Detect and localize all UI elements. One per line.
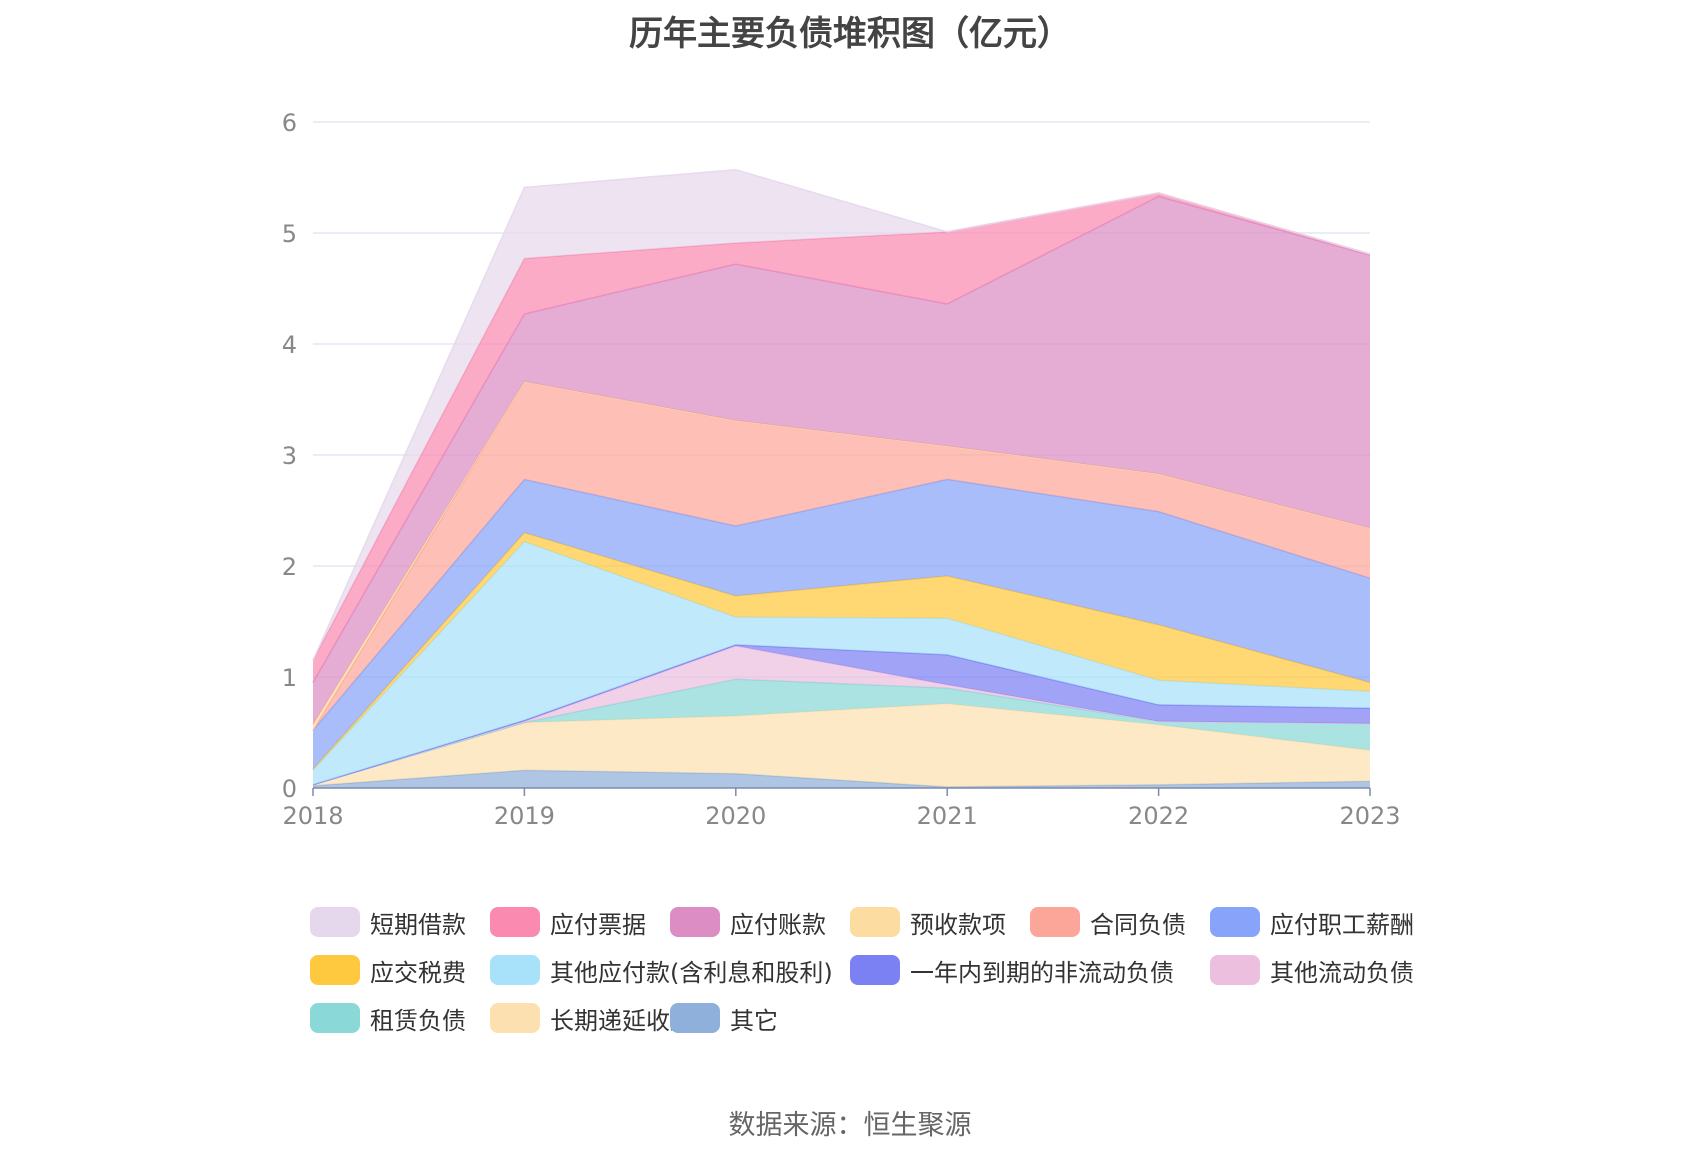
area-series <box>313 644 1370 785</box>
y-tick-label: 3 <box>282 442 297 470</box>
area-series <box>313 770 1370 788</box>
legend-item[interactable]: 应付票据 <box>490 905 646 939</box>
x-tick-label: 2023 <box>1339 802 1400 830</box>
legend-label: 预收款项 <box>910 910 1006 939</box>
area-series <box>313 381 1370 731</box>
axis-layer: 0 1 2 3 4 5 6 2018 2019 2020 2021 2022 2023 <box>282 109 1401 830</box>
area-series <box>313 541 1370 785</box>
legend-swatch <box>310 955 360 985</box>
legend-swatch <box>490 907 540 937</box>
legend-swatch <box>490 955 540 985</box>
legend-label: 租赁负债 <box>370 1006 466 1035</box>
legend-label: 应交税费 <box>370 958 466 987</box>
legend-item[interactable]: 预收款项 <box>850 905 1006 939</box>
y-tick-label: 5 <box>282 220 297 248</box>
chart-title: 历年主要负债堆积图（亿元） <box>629 14 1071 54</box>
legend-label: 其它 <box>730 1006 778 1035</box>
legend-item[interactable]: 长期递延收益 <box>490 1001 694 1035</box>
legend-swatch <box>670 907 720 937</box>
source-note: 数据来源：恒生聚源 <box>728 1110 972 1141</box>
x-tick-label: 2020 <box>705 802 766 830</box>
legend-item[interactable]: 其他应付款(含利息和股利) <box>490 953 833 987</box>
x-tick-label: 2022 <box>1128 802 1189 830</box>
legend-item[interactable]: 应交税费 <box>310 953 466 987</box>
area-layer <box>312 168 1371 788</box>
legend-swatch <box>850 955 900 985</box>
area-series <box>313 645 1370 785</box>
area-series <box>313 679 1370 785</box>
legend-swatch <box>1210 907 1260 937</box>
legend-label: 合同负债 <box>1090 910 1186 939</box>
legend-item[interactable]: 应付职工薪酬 <box>1210 905 1414 939</box>
legend-item[interactable]: 应付账款 <box>670 905 826 939</box>
y-tick-label: 0 <box>282 775 297 803</box>
legend-item[interactable]: 一年内到期的非流动负债 <box>850 953 1174 987</box>
legend-label: 应付票据 <box>550 910 646 939</box>
legend-item[interactable]: 其它 <box>670 1001 778 1035</box>
area-series <box>313 479 1370 770</box>
legend-swatch <box>1210 955 1260 985</box>
y-tick-label: 6 <box>282 109 297 137</box>
legend-label: 其他应付款(含利息和股利) <box>550 958 833 987</box>
x-tick-label: 2021 <box>917 802 978 830</box>
legend-label: 一年内到期的非流动负债 <box>910 958 1174 987</box>
legend-swatch <box>1030 907 1080 937</box>
legend-item[interactable]: 其他流动负债 <box>1210 953 1414 987</box>
legend-label: 应付职工薪酬 <box>1270 910 1414 939</box>
y-tick-label: 1 <box>282 664 297 692</box>
legend-swatch <box>310 907 360 937</box>
legend-swatch <box>670 1003 720 1033</box>
x-tick-label: 2018 <box>282 802 343 830</box>
legend-item[interactable]: 合同负债 <box>1030 905 1186 939</box>
legend-swatch <box>310 1003 360 1033</box>
area-series <box>313 532 1370 771</box>
legend-label: 短期借款 <box>370 910 466 939</box>
legend-swatch <box>490 1003 540 1033</box>
area-series <box>313 703 1370 787</box>
legend-label: 其他流动负债 <box>1270 958 1414 987</box>
y-tick-label: 2 <box>282 553 297 581</box>
legend-label: 应付账款 <box>730 910 826 939</box>
legend-item[interactable]: 短期借款 <box>310 905 466 939</box>
legend-item[interactable]: 租赁负债 <box>310 1001 466 1035</box>
legend-swatch <box>850 907 900 937</box>
y-tick-label: 4 <box>282 331 297 359</box>
x-tick-label: 2019 <box>494 802 555 830</box>
series-line <box>312 168 1371 661</box>
area-series <box>313 196 1370 725</box>
